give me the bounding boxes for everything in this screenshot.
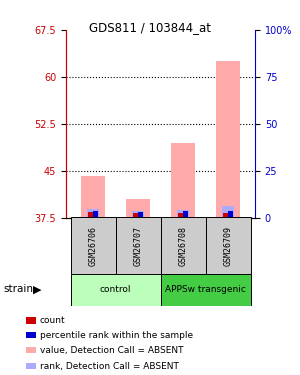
Text: value, Detection Call = ABSENT: value, Detection Call = ABSENT	[40, 346, 183, 355]
Text: strain: strain	[3, 285, 33, 294]
Bar	[70, 217, 116, 274]
Text: APPSw transgenic: APPSw transgenic	[165, 285, 246, 294]
Bar	[126, 199, 150, 217]
Bar	[178, 213, 182, 217]
Bar	[26, 347, 36, 353]
Bar	[139, 211, 143, 217]
Text: control: control	[100, 285, 131, 294]
Text: GSM26706: GSM26706	[88, 226, 98, 266]
Text: GSM26709: GSM26709	[224, 226, 232, 266]
Text: GSM26708: GSM26708	[178, 226, 188, 266]
Bar	[229, 211, 233, 218]
Bar	[132, 211, 144, 218]
Text: count: count	[40, 316, 65, 325]
Bar	[70, 274, 160, 306]
Text: GSM26707: GSM26707	[134, 226, 142, 266]
Text: GDS811 / 103844_at: GDS811 / 103844_at	[89, 21, 211, 34]
Bar	[216, 61, 240, 217]
Bar	[177, 210, 189, 218]
Bar	[116, 217, 160, 274]
Bar	[94, 211, 98, 217]
Bar	[206, 217, 250, 274]
Bar	[26, 332, 36, 339]
Text: ▶: ▶	[33, 285, 42, 294]
Bar	[160, 217, 206, 274]
Bar	[26, 363, 36, 369]
Bar	[87, 209, 99, 218]
Text: rank, Detection Call = ABSENT: rank, Detection Call = ABSENT	[40, 362, 178, 371]
Text: percentile rank within the sample: percentile rank within the sample	[40, 331, 193, 340]
Bar	[81, 176, 105, 217]
Bar	[160, 274, 250, 306]
Bar	[26, 317, 36, 324]
Bar	[184, 211, 188, 217]
Bar	[222, 206, 234, 218]
Bar	[133, 213, 137, 217]
Bar	[88, 212, 92, 217]
Bar	[171, 142, 195, 218]
Bar	[223, 213, 227, 217]
